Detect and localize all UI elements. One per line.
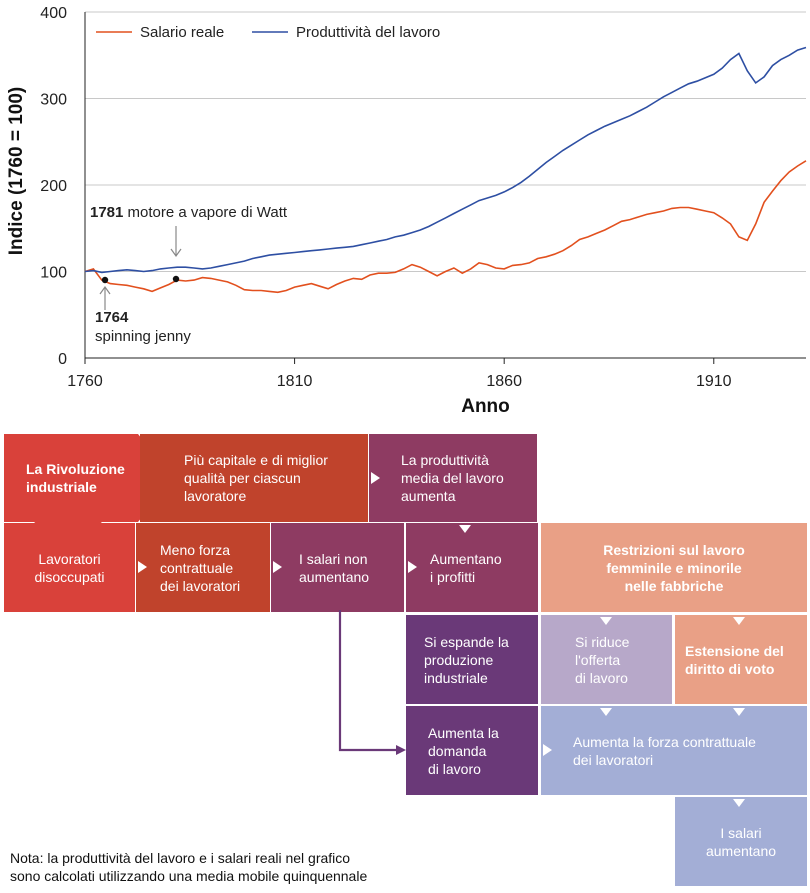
box-rivoluzione-industriale: La Rivoluzione industriale — [26, 461, 125, 495]
y-tick-label: 100 — [40, 265, 67, 282]
arrowhead-down — [600, 617, 612, 625]
x-tick-label: 1860 — [486, 373, 522, 390]
box-piu-capitale: Più capitale e di miglior qualità per ci… — [140, 434, 368, 522]
x-tick-label: 1910 — [696, 373, 732, 390]
connector-arrow — [338, 610, 406, 755]
footnote: Nota: la produttività del lavoro e i sal… — [10, 850, 368, 884]
arrowhead-down — [733, 799, 745, 807]
y-axis-label: Indice (1760 = 100) — [6, 87, 27, 255]
chart-axes: 0 100 200 300 400 1760 1810 1860 1910 Anno Indice … — [6, 5, 806, 417]
arrowhead-right — [408, 561, 417, 573]
series-line-1 — [84, 46, 807, 274]
annotation-arrowhead-jenny — [99, 285, 111, 295]
annotation-jenny-text: spinning jenny — [95, 328, 191, 345]
x-tick-label: 1760 — [67, 373, 103, 390]
arrowhead-down — [600, 708, 612, 716]
event-marker-1781 — [172, 275, 180, 283]
chart-annotations: 1781 motore a vapore di Watt 1764 spinning… — [90, 204, 288, 345]
rivoluzione-shape — [4, 434, 174, 549]
arrowhead-right — [543, 744, 552, 756]
box-meno-forza-contrattuale: Meno forza contrattuale dei lavoratori — [136, 523, 270, 612]
arrowhead-down — [733, 708, 745, 716]
box-lavoratori-disoccupati: Lavoratori disoccupati — [4, 523, 135, 612]
chart-legend: Salario reale Produttività del lavoro — [96, 24, 440, 41]
box-salari-aumentano: I salari aumentano — [675, 797, 807, 886]
arrowhead-down — [459, 525, 471, 533]
annotation-jenny-year: 1764 — [95, 309, 129, 326]
y-tick-label: 400 — [40, 5, 67, 22]
chart-gridlines — [85, 11, 806, 272]
event-marker-1764 — [101, 276, 109, 284]
annotation-arrowhead-watt — [170, 248, 182, 258]
x-axis-label: Anno — [461, 396, 510, 417]
arrowhead-right — [273, 561, 282, 573]
y-tick-label: 0 — [58, 351, 67, 368]
annotation-watt: 1781 motore a vapore di Watt — [90, 204, 288, 221]
box-estensione-voto: Estensione del diritto di voto — [675, 615, 807, 704]
box-aumenta-domanda: Aumenta la domanda di lavoro — [406, 706, 538, 795]
y-tick-label: 200 — [40, 178, 67, 195]
x-tick-label: 1810 — [277, 373, 313, 390]
box-aumenta-forza-contrattuale: Aumenta la forza contrattuale dei lavora… — [541, 706, 807, 795]
y-tick-label: 300 — [40, 92, 67, 109]
box-salari-non-aumentano: I salari non aumentano — [271, 523, 404, 612]
box-restrizioni-lavoro: Restrizioni sul lavoro femminile e minor… — [541, 523, 807, 612]
legend-label: Produttività del lavoro — [296, 24, 440, 41]
arrowhead-down — [733, 617, 745, 625]
chart-series — [84, 46, 807, 294]
legend-label: Salario reale — [140, 24, 224, 41]
line-chart: 0 100 200 300 400 1760 1810 1860 1910 Anno Indice … — [6, 5, 807, 417]
box-produttivita-aumenta: La produttività media del lavoro aumenta — [369, 434, 537, 522]
series-line-0 — [84, 160, 807, 294]
box-si-espande-produzione: Si espande la produzione industriale — [406, 615, 538, 704]
box-si-riduce-offerta: Si riduce l'offerta di lavoro — [541, 615, 672, 704]
box-aumentano-profitti: Aumentano i profitti — [406, 523, 538, 612]
arrowhead-right — [138, 561, 147, 573]
arrowhead-right — [371, 472, 380, 484]
